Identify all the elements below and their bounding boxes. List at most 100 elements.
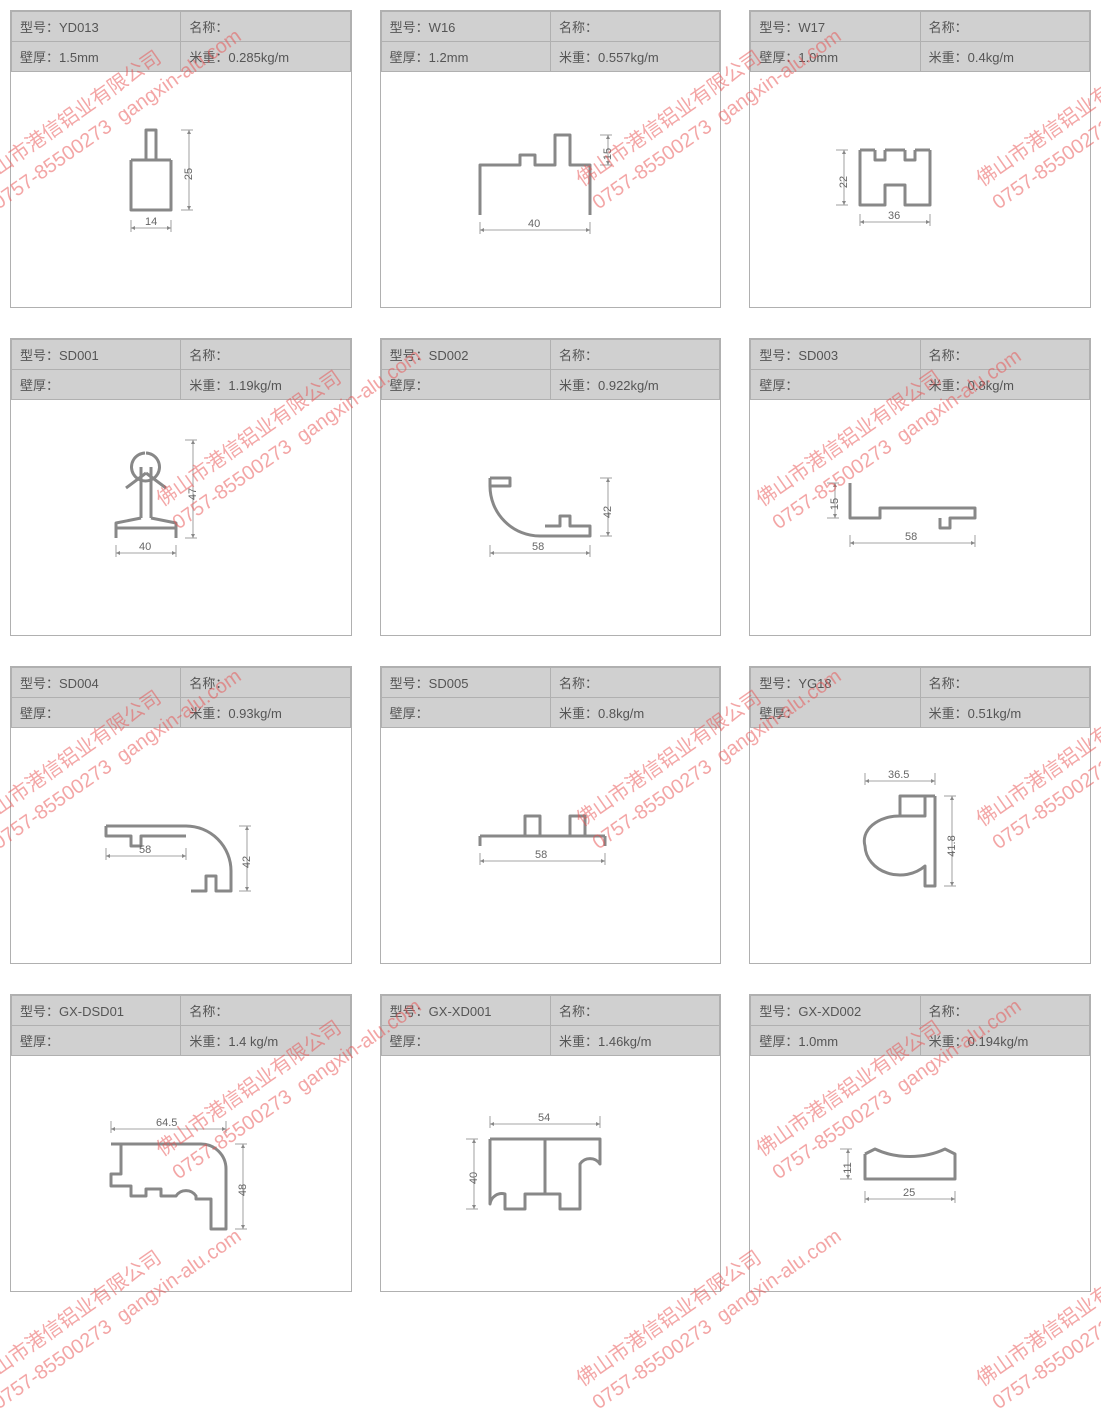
- model-cell: 型号：SD002: [381, 340, 550, 370]
- product-card: 型号：SD004 名称： 壁厚： 米重：0.93kg/m 58 42: [10, 666, 352, 964]
- model-cell: 型号：GX-DSD01: [12, 996, 181, 1026]
- spec-table: 型号：SD001 名称： 壁厚： 米重：1.19kg/m: [11, 339, 351, 400]
- product-card: 型号：SD001 名称： 壁厚： 米重：1.19kg/m 40 47: [10, 338, 352, 636]
- dim-width-text: 58: [139, 844, 151, 856]
- profile-drawing: 58 15: [750, 400, 1090, 635]
- thickness-cell: 壁厚：1.2mm: [381, 42, 550, 72]
- product-grid: 型号：YD013 名称： 壁厚：1.5mm 米重：0.285kg/m 14 25: [10, 10, 1091, 1292]
- spec-table: 型号：GX-XD002 名称： 壁厚：1.0mm 米重：0.194kg/m: [750, 995, 1090, 1056]
- product-card: 型号：GX-XD002 名称： 壁厚：1.0mm 米重：0.194kg/m 25…: [749, 994, 1091, 1292]
- thickness-cell: 壁厚：1.0mm: [751, 1026, 920, 1056]
- product-card: 型号：YG18 名称： 壁厚： 米重：0.51kg/m 36.5 41.8: [749, 666, 1091, 964]
- spec-table: 型号：YG18 名称： 壁厚： 米重：0.51kg/m: [750, 667, 1090, 728]
- profile-drawing: 40 47: [11, 400, 351, 635]
- dim-width-text: 14: [145, 216, 157, 228]
- model-cell: 型号：YG18: [751, 668, 920, 698]
- product-card: 型号：SD005 名称： 壁厚： 米重：0.8kg/m 58: [380, 666, 722, 964]
- product-card: 型号：YD013 名称： 壁厚：1.5mm 米重：0.285kg/m 14 25: [10, 10, 352, 308]
- dim-height-text: 48: [237, 1183, 249, 1195]
- weight-cell: 米重：1.19kg/m: [181, 370, 350, 400]
- dim-width-text: 64.5: [156, 1117, 177, 1129]
- spec-table: 型号：SD004 名称： 壁厚： 米重：0.93kg/m: [11, 667, 351, 728]
- dim-height-text: 41.8: [946, 835, 958, 856]
- spec-table: 型号：W16 名称： 壁厚：1.2mm 米重：0.557kg/m: [381, 11, 721, 72]
- weight-cell: 米重：0.8kg/m: [550, 698, 719, 728]
- profile-drawing: 58 42: [11, 728, 351, 963]
- name-cell: 名称：: [550, 996, 719, 1026]
- spec-table: 型号：GX-XD001 名称： 壁厚： 米重：1.46kg/m: [381, 995, 721, 1056]
- name-cell: 名称：: [181, 996, 350, 1026]
- weight-cell: 米重：0.93kg/m: [181, 698, 350, 728]
- profile-drawing: 36.5 41.8: [750, 728, 1090, 963]
- dim-height-text: 15: [602, 147, 614, 159]
- profile-drawing: 25 11: [750, 1056, 1090, 1291]
- weight-cell: 米重：0.285kg/m: [181, 42, 350, 72]
- thickness-cell: 壁厚：: [751, 370, 920, 400]
- spec-table: 型号：SD003 名称： 壁厚： 米重：0.8kg/m: [750, 339, 1090, 400]
- name-cell: 名称：: [550, 340, 719, 370]
- name-cell: 名称：: [181, 340, 350, 370]
- model-cell: 型号：W16: [381, 12, 550, 42]
- spec-table: 型号：SD002 名称： 壁厚： 米重：0.922kg/m: [381, 339, 721, 400]
- thickness-cell: 壁厚：1.0mm: [751, 42, 920, 72]
- thickness-cell: 壁厚：: [381, 370, 550, 400]
- product-card: 型号：GX-DSD01 名称： 壁厚： 米重：1.4 kg/m 64.5 48: [10, 994, 352, 1292]
- product-card: 型号：SD003 名称： 壁厚： 米重：0.8kg/m 58 15: [749, 338, 1091, 636]
- dim-height-text: 42: [241, 855, 253, 867]
- name-cell: 名称：: [920, 12, 1089, 42]
- product-card: 型号：W17 名称： 壁厚：1.0mm 米重：0.4kg/m 36 22: [749, 10, 1091, 308]
- dim-width-text: 58: [905, 531, 917, 543]
- name-cell: 名称：: [550, 12, 719, 42]
- name-cell: 名称：: [920, 668, 1089, 698]
- spec-table: 型号：YD013 名称： 壁厚：1.5mm 米重：0.285kg/m: [11, 11, 351, 72]
- spec-table: 型号：SD005 名称： 壁厚： 米重：0.8kg/m: [381, 667, 721, 728]
- profile-drawing: 64.5 48: [11, 1056, 351, 1291]
- name-cell: 名称：: [920, 996, 1089, 1026]
- weight-cell: 米重：0.8kg/m: [920, 370, 1089, 400]
- name-cell: 名称：: [920, 340, 1089, 370]
- product-card: 型号：SD002 名称： 壁厚： 米重：0.922kg/m 58 42: [380, 338, 722, 636]
- dim-height-text: 11: [842, 1162, 854, 1173]
- product-card: 型号：W16 名称： 壁厚：1.2mm 米重：0.557kg/m 40 15: [380, 10, 722, 308]
- model-cell: 型号：SD003: [751, 340, 920, 370]
- thickness-cell: 壁厚：: [381, 698, 550, 728]
- dim-width-text: 58: [535, 849, 547, 861]
- thickness-cell: 壁厚：: [12, 1026, 181, 1056]
- dim-height-text: 25: [183, 167, 195, 179]
- weight-cell: 米重：0.194kg/m: [920, 1026, 1089, 1056]
- dim-height-text: 40: [468, 1171, 480, 1183]
- weight-cell: 米重：1.4 kg/m: [181, 1026, 350, 1056]
- model-cell: 型号：GX-XD001: [381, 996, 550, 1026]
- product-card: 型号：GX-XD001 名称： 壁厚： 米重：1.46kg/m 54 40: [380, 994, 722, 1292]
- spec-table: 型号：W17 名称： 壁厚：1.0mm 米重：0.4kg/m: [750, 11, 1090, 72]
- model-cell: 型号：SD005: [381, 668, 550, 698]
- model-cell: 型号：GX-XD002: [751, 996, 920, 1026]
- name-cell: 名称：: [181, 668, 350, 698]
- dim-width-text: 40: [139, 541, 151, 553]
- profile-drawing: 58 42: [381, 400, 721, 635]
- model-cell: 型号：SD001: [12, 340, 181, 370]
- profile-drawing: 14 25: [11, 72, 351, 307]
- dim-height-text: 47: [187, 487, 199, 499]
- profile-drawing: 58: [381, 728, 721, 963]
- weight-cell: 米重：0.557kg/m: [550, 42, 719, 72]
- spec-table: 型号：GX-DSD01 名称： 壁厚： 米重：1.4 kg/m: [11, 995, 351, 1056]
- dim-width-text: 54: [538, 1112, 550, 1124]
- dim-height-text: 22: [838, 175, 850, 187]
- dim-width-text: 36.5: [888, 769, 909, 781]
- thickness-cell: 壁厚：: [12, 698, 181, 728]
- model-cell: 型号：YD013: [12, 12, 181, 42]
- profile-drawing: 54 40: [381, 1056, 721, 1291]
- thickness-cell: 壁厚：1.5mm: [12, 42, 181, 72]
- model-cell: 型号：W17: [751, 12, 920, 42]
- dim-width-text: 58: [532, 541, 544, 553]
- name-cell: 名称：: [181, 12, 350, 42]
- profile-drawing: 40 15: [381, 72, 721, 307]
- weight-cell: 米重：0.51kg/m: [920, 698, 1089, 728]
- dim-height-text: 15: [829, 497, 841, 509]
- dim-width-text: 25: [903, 1187, 915, 1199]
- weight-cell: 米重：0.4kg/m: [920, 42, 1089, 72]
- dim-height-text: 42: [602, 505, 614, 517]
- thickness-cell: 壁厚：: [12, 370, 181, 400]
- weight-cell: 米重：0.922kg/m: [550, 370, 719, 400]
